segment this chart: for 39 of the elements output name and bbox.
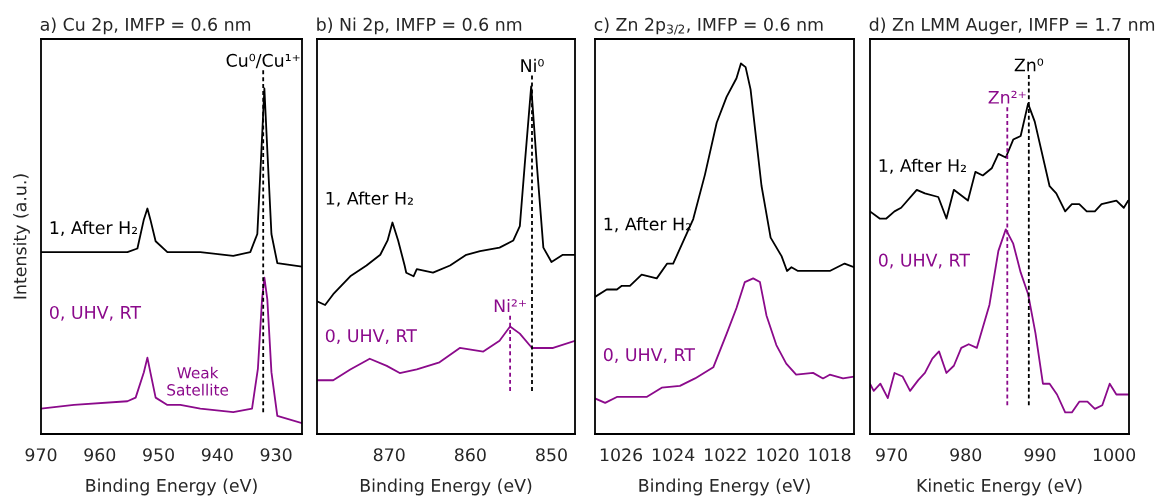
- annotation: Weak Satellite: [167, 366, 229, 396]
- x-axis-title: Kinetic Energy (eV): [917, 478, 1082, 496]
- x-tick-label: 870: [373, 448, 405, 462]
- x-axis-title: Binding Energy (eV): [86, 478, 257, 496]
- series-label: 1, After H₂: [50, 220, 138, 236]
- x-tick-label: 990: [1024, 448, 1056, 462]
- x-tick-label: 1024: [652, 448, 695, 462]
- y-axis-title: Intensity (a.u.): [13, 174, 30, 299]
- series-label: 1, After H₂: [326, 191, 413, 207]
- series-label: 1, After H₂: [879, 158, 966, 174]
- x-tick-label: 980: [950, 448, 982, 462]
- chart-title: a) Cu 2p, IMFP = 0.6 nm: [40, 17, 251, 35]
- x-tick-label: 930: [260, 448, 292, 462]
- x-tick-label: 970: [25, 448, 57, 462]
- series-label: 0, UHV, RT: [878, 253, 970, 269]
- series-label: Zn⁰: [1014, 58, 1044, 72]
- x-tick-label: 940: [201, 448, 233, 462]
- x-tick-label: 960: [84, 448, 116, 462]
- x-axis-title: Binding Energy (eV): [360, 478, 532, 496]
- chart-title: b) Ni 2p, IMFP = 0.6 nm: [317, 17, 522, 35]
- x-tick-label: 1018: [809, 448, 851, 462]
- series-label: 0, UHV, RT: [603, 348, 695, 363]
- x-tick-label: 1000: [1093, 448, 1136, 462]
- series-label: Ni²⁺: [494, 298, 526, 313]
- series-label: Cu⁰/Cu¹⁺: [226, 53, 300, 69]
- x-tick-label: 970: [876, 448, 907, 462]
- series-label: Ni⁰: [521, 58, 544, 72]
- x-tick-label: 860: [454, 448, 486, 462]
- x-tick-label: 1022: [705, 448, 746, 462]
- series-label: 0, UHV, RT: [325, 329, 417, 345]
- chart-title: d) Zn LMM Auger, IMFP = 1.7 nm: [869, 17, 1155, 35]
- x-tick-label: 850: [536, 448, 567, 462]
- x-axis-title: Binding Energy (eV): [639, 478, 810, 496]
- chart-title: c) Zn 2p$_{3/2}$, IMFP = 0.6 nm: [594, 17, 823, 35]
- x-tick-label: 950: [143, 448, 174, 462]
- x-tick-label: 1020: [757, 448, 799, 462]
- series-label: Zn²⁺: [988, 90, 1026, 104]
- text: 0, UHV, RT: [49, 305, 142, 321]
- x-tick-label: 1026: [600, 448, 643, 462]
